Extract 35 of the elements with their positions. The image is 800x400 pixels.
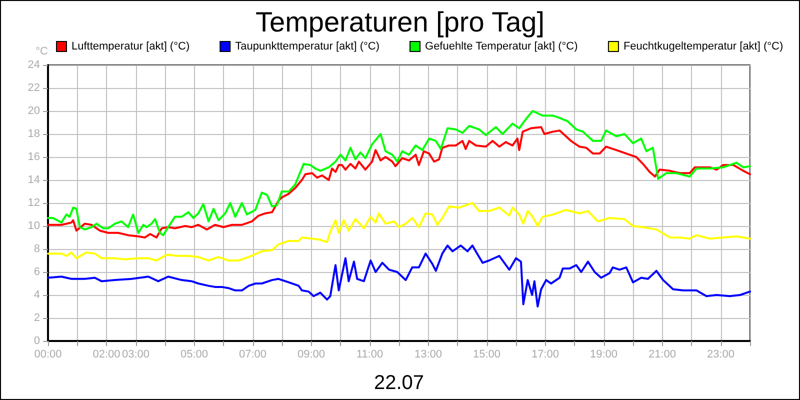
y-tick-label: 16: [28, 151, 40, 163]
x-tick-label: 21:00: [648, 348, 676, 360]
x-tick-label: 05:00: [180, 348, 208, 360]
y-tick-label: 18: [28, 128, 40, 140]
y-tick-label: 24: [28, 59, 40, 71]
x-tick-label: 17:00: [531, 348, 560, 360]
y-tick-label: 20: [28, 105, 40, 117]
x-tick-label: 11:00: [356, 348, 384, 360]
x-tick-label: 13:00: [414, 348, 442, 360]
x-axis-title: 22.07: [374, 372, 424, 394]
legend-label: Gefuehlte Temperatur [akt] (°C): [425, 40, 578, 52]
y-tick-label: 10: [28, 220, 40, 232]
legend-label: Lufttemperatur [akt] (°C): [72, 40, 190, 52]
y-tick-label: 14: [28, 174, 40, 186]
y-tick-label: 22: [28, 82, 40, 94]
y-axis-title: °C: [36, 46, 48, 58]
y-tick-label: 6: [34, 266, 40, 278]
x-tick-label: 02:00: [92, 348, 120, 360]
x-tick-label: 00:00: [34, 348, 62, 360]
y-tick-label: 2: [34, 312, 40, 324]
x-tick-label: 03:00: [122, 348, 150, 360]
x-tick-label: 15:00: [472, 348, 501, 360]
x-tick-label: 09:00: [297, 348, 326, 360]
x-tick-label: 19:00: [590, 348, 618, 360]
y-tick-label: 12: [28, 197, 40, 209]
legend-label: Feuchtkugeltemperatur [akt] (°C): [623, 40, 784, 52]
x-tick-label: 23:00: [706, 348, 735, 360]
x-tick-label: 07:00: [238, 348, 267, 360]
line-series: [47, 244, 751, 308]
y-tick-label: 0: [34, 335, 40, 347]
y-tick-label: 4: [34, 289, 40, 301]
chart-title: Temperaturen [pro Tag]: [256, 6, 544, 38]
legend-label: Taupunkttemperatur [akt] (°C): [235, 40, 380, 52]
line-series: [47, 202, 751, 262]
y-tick-label: 8: [34, 243, 40, 255]
